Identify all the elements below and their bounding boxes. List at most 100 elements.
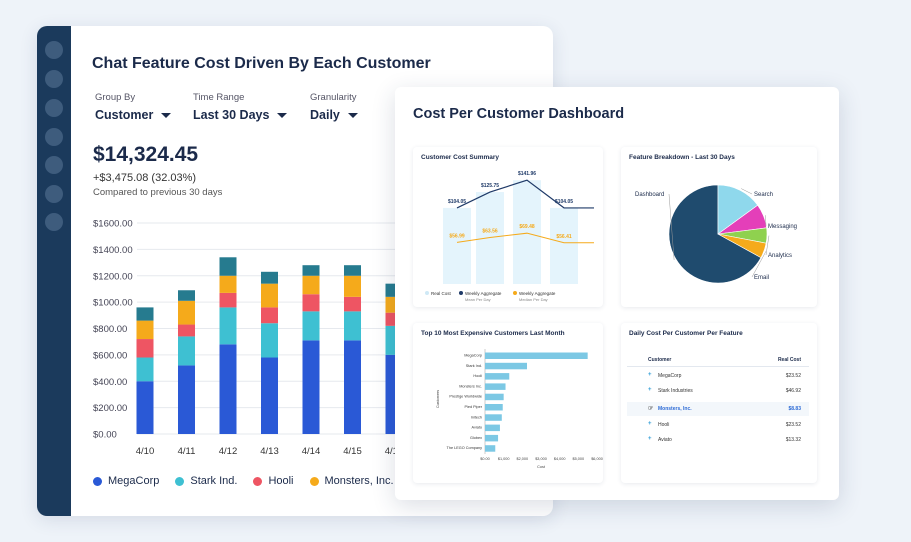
bar-segment[interactable] bbox=[302, 275, 320, 295]
legend-label: Real Cost bbox=[431, 291, 452, 296]
header-divider bbox=[627, 366, 809, 367]
bar-segment[interactable] bbox=[219, 307, 237, 345]
customer-cost-summary-panel: Customer Cost Summary $104.05 $125.75 $141… bbox=[413, 147, 603, 307]
bar-segment[interactable] bbox=[302, 311, 320, 341]
bar-segment[interactable] bbox=[344, 265, 361, 276]
legend-swatch bbox=[513, 291, 517, 295]
expand-icon[interactable]: + bbox=[648, 372, 652, 378]
table-row[interactable]: + Stark Industries $46.92 bbox=[627, 384, 809, 398]
legend-item[interactable]: MegaCorp bbox=[93, 475, 159, 487]
data-label: $63.56 bbox=[482, 229, 498, 235]
pie-slice[interactable] bbox=[717, 233, 767, 259]
nav-dot-icon[interactable] bbox=[45, 70, 63, 88]
x-tick-label: $1,000 bbox=[498, 457, 510, 461]
data-label: $104.05 bbox=[448, 199, 466, 205]
bar-segment[interactable] bbox=[302, 340, 320, 434]
bar-segment[interactable] bbox=[219, 344, 237, 434]
filter-label: Group By bbox=[95, 92, 136, 103]
pie-label: Email bbox=[754, 275, 769, 281]
bar-segment[interactable] bbox=[344, 311, 361, 341]
chevron-down-icon bbox=[347, 113, 358, 119]
top-customers-panel: Top 10 Most Expensive Customers Last Mon… bbox=[413, 323, 603, 483]
expand-icon[interactable]: + bbox=[648, 436, 652, 442]
pie-label: Messaging bbox=[768, 224, 797, 230]
time-range-dropdown[interactable]: Time Range Last 30 Days bbox=[193, 92, 288, 122]
nav-dot-icon[interactable] bbox=[45, 41, 63, 59]
customer-bar[interactable] bbox=[485, 373, 510, 380]
customer-bar[interactable] bbox=[485, 404, 503, 411]
summary-series-line bbox=[456, 232, 594, 244]
customer-bar[interactable] bbox=[485, 414, 502, 421]
customer-bar[interactable] bbox=[485, 445, 496, 452]
legend-label: Weekly Aggregate bbox=[519, 291, 556, 296]
bar-segment[interactable] bbox=[261, 357, 278, 434]
table-row[interactable]: + MegaCorp $23.52 bbox=[627, 369, 809, 383]
pie-label: Search bbox=[754, 192, 773, 198]
bar-segment[interactable] bbox=[344, 296, 361, 312]
bar-segment[interactable] bbox=[136, 339, 154, 358]
y-tick-label: $600.00 bbox=[93, 350, 127, 361]
bar-segment[interactable] bbox=[302, 265, 320, 276]
category-label: Initech bbox=[471, 415, 482, 419]
x-tick-label: $2,000 bbox=[517, 457, 529, 461]
cost-bar[interactable] bbox=[513, 180, 541, 284]
customer-bar[interactable] bbox=[485, 424, 500, 432]
bar-segment[interactable] bbox=[136, 381, 154, 434]
filter-value: Last 30 Days bbox=[193, 108, 270, 122]
customer-bar[interactable] bbox=[485, 434, 499, 442]
bar-segment[interactable] bbox=[219, 292, 237, 308]
legend-item[interactable]: Monsters, Inc. bbox=[309, 475, 394, 487]
y-tick-label: $200.00 bbox=[93, 403, 127, 414]
group-by-dropdown[interactable]: Group By Customer bbox=[95, 92, 172, 122]
comparison-note: Compared to previous 30 days bbox=[93, 187, 223, 198]
bar-segment[interactable] bbox=[261, 283, 278, 308]
cost-bar[interactable] bbox=[443, 207, 471, 284]
expand-icon[interactable]: + bbox=[648, 387, 652, 393]
nav-dot-icon[interactable] bbox=[45, 156, 63, 174]
table-row[interactable]: ☞ Monsters, Inc. $8.83 bbox=[627, 402, 809, 416]
bar-segment[interactable] bbox=[261, 307, 278, 324]
table-row[interactable]: + Aviato $13.32 bbox=[627, 433, 809, 447]
bar-segment[interactable] bbox=[178, 365, 195, 434]
bar-segment[interactable] bbox=[178, 324, 195, 337]
table-row[interactable]: + Hooli $23.52 bbox=[627, 418, 809, 432]
bar-segment[interactable] bbox=[261, 323, 278, 358]
real-cost-value: $23.52 bbox=[785, 422, 801, 428]
customer-bar[interactable] bbox=[485, 362, 527, 370]
filter-label: Time Range bbox=[193, 92, 245, 103]
y-tick-label: $800.00 bbox=[93, 324, 127, 335]
pie-slice[interactable] bbox=[668, 184, 762, 284]
daily-cost-panel: Daily Cost Per Customer Per Feature Cust… bbox=[621, 323, 817, 483]
granularity-dropdown[interactable]: Granularity Daily bbox=[310, 92, 358, 122]
bar-segment[interactable] bbox=[178, 336, 195, 366]
bar-segment[interactable] bbox=[219, 257, 237, 276]
pie-label: Analytics bbox=[768, 253, 792, 259]
customer-bar[interactable] bbox=[485, 383, 506, 390]
bar-segment[interactable] bbox=[136, 357, 154, 382]
bar-segment[interactable] bbox=[136, 320, 154, 340]
customer-bar[interactable] bbox=[485, 352, 588, 360]
nav-dot-icon[interactable] bbox=[45, 128, 63, 146]
cost-bar[interactable] bbox=[550, 207, 578, 284]
bar-segment[interactable] bbox=[178, 300, 195, 325]
bar-segment[interactable] bbox=[136, 307, 154, 321]
bar-segment[interactable] bbox=[344, 340, 361, 434]
bar-segment[interactable] bbox=[302, 294, 320, 312]
bar-segment[interactable] bbox=[261, 271, 278, 284]
customer-bar[interactable] bbox=[485, 393, 504, 401]
x-tick-label: $0.00 bbox=[480, 457, 490, 461]
nav-dot-icon[interactable] bbox=[45, 99, 63, 117]
nav-dot-icon[interactable] bbox=[45, 185, 63, 203]
customer-name: Monsters, Inc. bbox=[658, 406, 692, 412]
legend-item[interactable]: Hooli bbox=[253, 475, 294, 487]
expand-icon[interactable]: + bbox=[648, 421, 652, 427]
x-tick-label: 4/11 bbox=[178, 446, 196, 457]
bar-segment[interactable] bbox=[344, 275, 361, 297]
nav-dot-icon[interactable] bbox=[45, 213, 63, 231]
y-tick-label: $400.00 bbox=[93, 377, 127, 388]
bar-segment[interactable] bbox=[219, 275, 237, 293]
legend-swatch bbox=[253, 476, 263, 486]
bar-segment[interactable] bbox=[178, 290, 195, 301]
legend-item[interactable]: Stark Ind. bbox=[175, 475, 237, 487]
category-label: Hooli bbox=[473, 374, 482, 378]
